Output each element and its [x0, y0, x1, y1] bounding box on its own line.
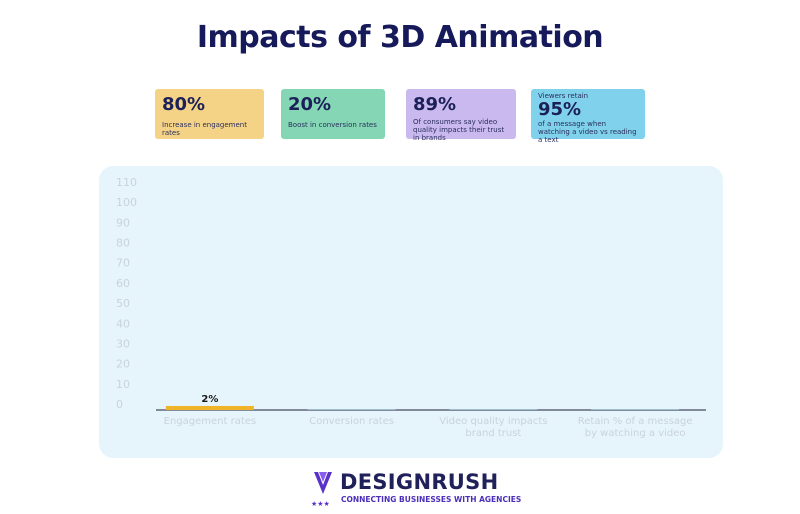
stat-card-engagement: 80% Increase in engagement rates [155, 89, 264, 139]
y-tick-label: 100 [116, 196, 137, 209]
y-tick-label: 20 [116, 358, 130, 371]
svg-text:★★★: ★★★ [311, 500, 330, 508]
x-category-label: Conversion rates [309, 416, 394, 427]
x-category-label: Retain % of a message by watching a video [578, 416, 693, 439]
data-label: 2% [201, 394, 218, 405]
stat-text: of a message when watching a video vs re… [538, 120, 637, 144]
y-tick-label: 110 [116, 176, 137, 189]
stat-card-retain: Viewers retain 95% of a message when wat… [531, 89, 645, 144]
stat-text: Boost in conversion rates [288, 121, 377, 129]
y-tick-label: 70 [116, 257, 130, 270]
y-tick-label: 10 [116, 378, 130, 391]
logo-name: DESIGNRUSH [340, 470, 499, 494]
y-tick-label: 50 [116, 297, 130, 310]
designrush-logo: ★★★ DESIGNRUSH CONNECTING BUSINESSES WIT… [310, 468, 521, 508]
bar-placeholder [307, 409, 396, 410]
y-tick-label: 0 [116, 398, 123, 411]
bar-chart: 0 10 20 30 40 50 60 70 80 90 100 110 2% Engagement ra… [116, 176, 706, 439]
x-category-label: Engagement rates [164, 416, 257, 427]
y-tick-label: 90 [116, 216, 130, 229]
stat-text: Increase in engagement rates [162, 121, 247, 137]
y-tick-label: 60 [116, 277, 130, 290]
stat-pretext: Viewers retain [538, 92, 589, 100]
y-tick-label: 40 [116, 317, 130, 330]
y-tick-label: 30 [116, 337, 130, 350]
bar-placeholder [449, 409, 538, 410]
stat-card-trust: 89% Of consumers say video quality impac… [406, 89, 516, 142]
stat-card-conversion: 20% Boost in conversion rates [281, 89, 385, 139]
stat-value: 89% [413, 94, 457, 115]
stat-value: 20% [288, 94, 332, 115]
logo-tagline: CONNECTING BUSINESSES WITH AGENCIES [341, 495, 522, 504]
stat-value: 80% [162, 94, 206, 115]
bar [165, 405, 254, 410]
bar-placeholder [591, 409, 680, 410]
x-category-label: Video quality impacts brand trust [439, 416, 547, 439]
stat-value: 95% [538, 99, 582, 120]
y-tick-label: 80 [116, 237, 130, 250]
page-title: Impacts of 3D Animation [196, 20, 604, 55]
stat-text: Of consumers say video quality impacts t… [413, 118, 505, 142]
chart-panel: 0 10 20 30 40 50 60 70 80 90 100 110 2% Engagement ra… [99, 166, 723, 458]
designrush-v-icon: ★★★ [311, 472, 332, 508]
